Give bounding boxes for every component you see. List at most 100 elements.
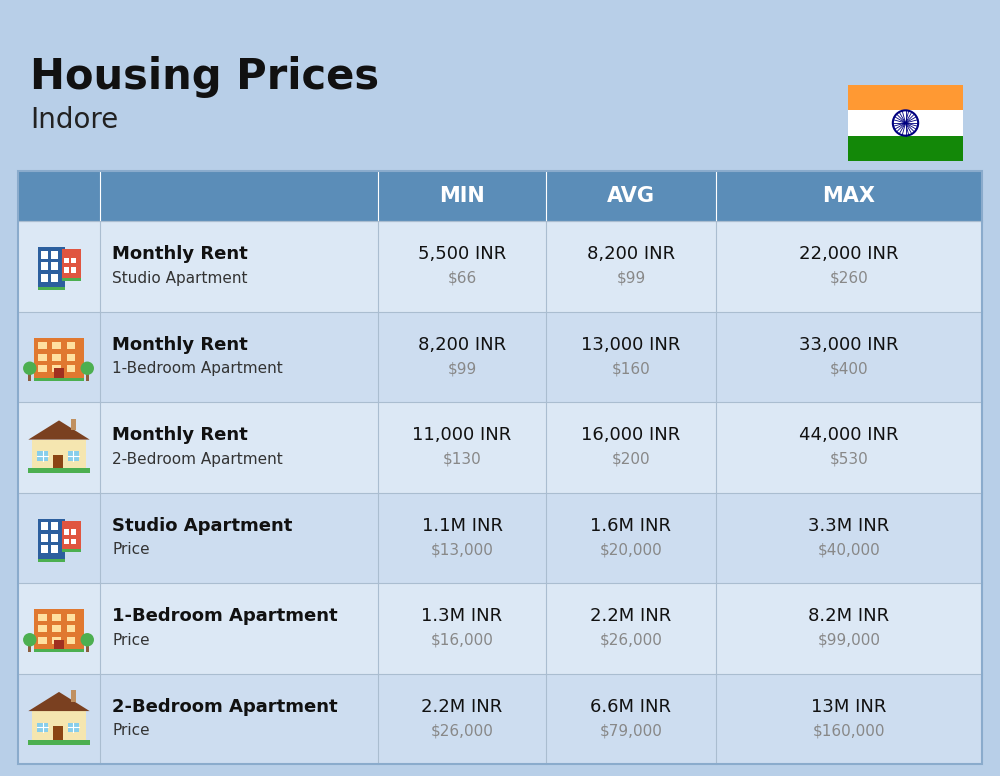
Polygon shape: [28, 421, 90, 439]
Text: MIN: MIN: [439, 186, 485, 206]
FancyBboxPatch shape: [32, 439, 86, 469]
Text: $99: $99: [616, 271, 646, 286]
Text: Housing Prices: Housing Prices: [30, 56, 379, 98]
FancyBboxPatch shape: [38, 365, 47, 372]
FancyBboxPatch shape: [52, 342, 61, 349]
FancyBboxPatch shape: [62, 249, 81, 278]
Text: $66: $66: [447, 271, 477, 286]
FancyBboxPatch shape: [28, 371, 31, 381]
FancyBboxPatch shape: [71, 418, 76, 430]
Text: 2.2M INR: 2.2M INR: [421, 698, 503, 716]
FancyBboxPatch shape: [34, 650, 84, 652]
Text: $200: $200: [612, 452, 650, 466]
Circle shape: [81, 362, 94, 375]
FancyBboxPatch shape: [41, 262, 48, 270]
Text: 13M INR: 13M INR: [811, 698, 887, 716]
FancyBboxPatch shape: [38, 342, 47, 349]
Text: 2-Bedroom Apartment: 2-Bedroom Apartment: [112, 452, 283, 466]
Text: Studio Apartment: Studio Apartment: [112, 517, 292, 535]
FancyBboxPatch shape: [54, 639, 64, 650]
FancyBboxPatch shape: [67, 625, 75, 632]
Text: 1-Bedroom Apartment: 1-Bedroom Apartment: [112, 608, 338, 625]
FancyBboxPatch shape: [18, 221, 982, 311]
FancyBboxPatch shape: [67, 614, 75, 621]
Text: $530: $530: [830, 452, 868, 466]
Circle shape: [81, 633, 94, 646]
FancyBboxPatch shape: [37, 451, 48, 461]
FancyBboxPatch shape: [71, 690, 76, 702]
Circle shape: [23, 633, 36, 646]
FancyBboxPatch shape: [37, 722, 48, 733]
FancyBboxPatch shape: [53, 726, 63, 740]
FancyBboxPatch shape: [71, 539, 76, 545]
Text: MAX: MAX: [822, 186, 876, 206]
Text: 5,500 INR: 5,500 INR: [418, 245, 506, 264]
Text: 8.2M INR: 8.2M INR: [808, 608, 890, 625]
FancyBboxPatch shape: [38, 247, 65, 287]
FancyBboxPatch shape: [18, 583, 982, 674]
FancyBboxPatch shape: [52, 354, 61, 361]
FancyBboxPatch shape: [41, 522, 48, 530]
Text: $16,000: $16,000: [431, 632, 493, 647]
FancyBboxPatch shape: [68, 722, 79, 733]
FancyBboxPatch shape: [54, 369, 64, 378]
FancyBboxPatch shape: [18, 493, 982, 583]
FancyBboxPatch shape: [64, 258, 69, 263]
Text: 8,200 INR: 8,200 INR: [418, 336, 506, 354]
FancyBboxPatch shape: [28, 469, 90, 473]
Text: 2-Bedroom Apartment: 2-Bedroom Apartment: [112, 698, 338, 716]
Text: Studio Apartment: Studio Apartment: [112, 271, 248, 286]
Text: Monthly Rent: Monthly Rent: [112, 336, 248, 354]
FancyBboxPatch shape: [38, 559, 65, 562]
Text: AVG: AVG: [607, 186, 655, 206]
FancyBboxPatch shape: [52, 365, 61, 372]
FancyBboxPatch shape: [848, 136, 963, 161]
Text: $130: $130: [443, 452, 481, 466]
FancyBboxPatch shape: [62, 278, 81, 281]
FancyBboxPatch shape: [51, 274, 58, 282]
Text: Price: Price: [112, 723, 150, 738]
FancyBboxPatch shape: [53, 455, 63, 469]
FancyBboxPatch shape: [18, 171, 982, 221]
FancyBboxPatch shape: [38, 625, 47, 632]
Circle shape: [23, 362, 36, 375]
FancyBboxPatch shape: [38, 637, 47, 643]
Text: $13,000: $13,000: [431, 542, 493, 557]
FancyBboxPatch shape: [848, 110, 963, 136]
Text: $99,000: $99,000: [818, 632, 881, 647]
FancyBboxPatch shape: [51, 251, 58, 258]
FancyBboxPatch shape: [52, 614, 61, 621]
FancyBboxPatch shape: [51, 534, 58, 542]
FancyBboxPatch shape: [41, 251, 48, 258]
FancyBboxPatch shape: [62, 521, 81, 549]
Polygon shape: [28, 692, 90, 711]
FancyBboxPatch shape: [71, 529, 76, 535]
FancyBboxPatch shape: [52, 625, 61, 632]
Text: 2.2M INR: 2.2M INR: [590, 608, 672, 625]
Text: 8,200 INR: 8,200 INR: [587, 245, 675, 264]
FancyBboxPatch shape: [848, 85, 963, 110]
Text: 1.6M INR: 1.6M INR: [590, 517, 672, 535]
Text: 6.6M INR: 6.6M INR: [590, 698, 672, 716]
FancyBboxPatch shape: [86, 371, 89, 381]
Text: Indore: Indore: [30, 106, 118, 134]
FancyBboxPatch shape: [18, 402, 982, 493]
FancyBboxPatch shape: [71, 258, 76, 263]
Text: Price: Price: [112, 542, 150, 557]
FancyBboxPatch shape: [34, 609, 84, 650]
FancyBboxPatch shape: [38, 354, 47, 361]
FancyBboxPatch shape: [41, 534, 48, 542]
FancyBboxPatch shape: [18, 311, 982, 402]
Text: $26,000: $26,000: [600, 632, 662, 647]
FancyBboxPatch shape: [38, 518, 65, 559]
Text: 1.1M INR: 1.1M INR: [422, 517, 503, 535]
Text: Monthly Rent: Monthly Rent: [112, 245, 248, 264]
Text: 44,000 INR: 44,000 INR: [799, 427, 899, 445]
Text: Price: Price: [112, 632, 150, 647]
Text: $260: $260: [830, 271, 868, 286]
Text: $400: $400: [830, 361, 868, 376]
Text: $79,000: $79,000: [600, 723, 662, 738]
FancyBboxPatch shape: [52, 637, 61, 643]
Text: $20,000: $20,000: [600, 542, 662, 557]
FancyBboxPatch shape: [67, 342, 75, 349]
